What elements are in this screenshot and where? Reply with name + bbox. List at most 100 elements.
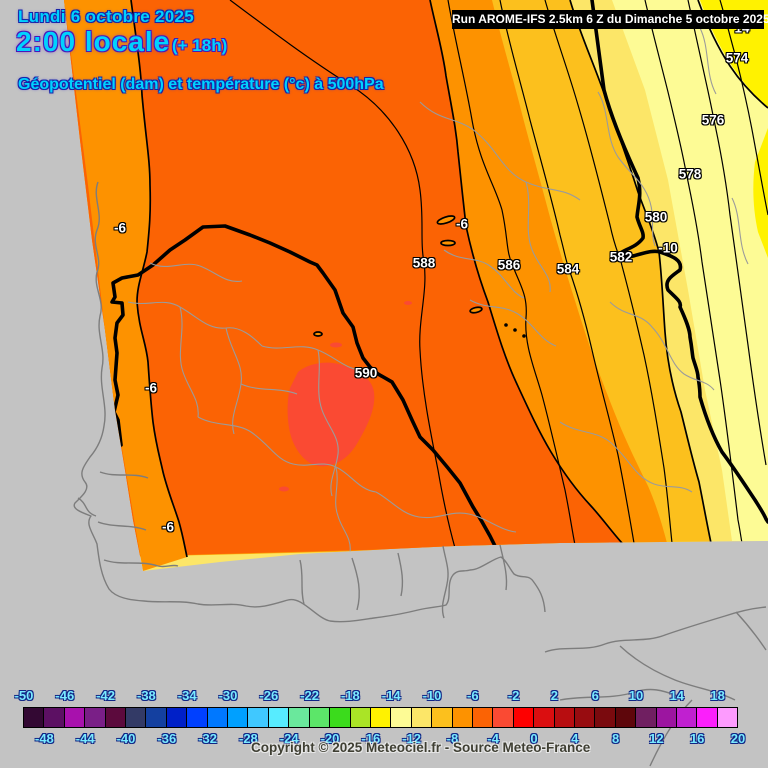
contour-590 bbox=[110, 224, 498, 550]
scale-tick-label: -36 bbox=[157, 731, 177, 746]
scale-cell bbox=[716, 707, 739, 728]
contour-580 bbox=[590, 0, 768, 524]
parameter-title: Géopotentiel (dam) et température (°c) à… bbox=[18, 76, 384, 93]
scale-tick-label: 2 bbox=[550, 688, 559, 703]
scale-cell bbox=[573, 707, 596, 728]
model-run-info: Run AROME-IFS 2.5km 6 Z du Dimanche 5 oc… bbox=[452, 10, 768, 29]
band-pale-yellow bbox=[612, 0, 768, 541]
band-bright-yellow-sliver bbox=[753, 128, 768, 258]
scale-cell bbox=[165, 707, 188, 728]
scale-tick-label: -22 bbox=[300, 688, 319, 703]
scale-tick-label: 14 bbox=[669, 688, 685, 703]
scale-cell bbox=[655, 707, 677, 728]
scale-tick-label: 6 bbox=[591, 688, 599, 703]
copyright-text: Copyright © 2025 Meteociel.fr - Source M… bbox=[251, 740, 591, 755]
scale-cell bbox=[206, 707, 229, 728]
band-coastal-orange bbox=[64, 0, 187, 571]
scale-tick-label: 10 bbox=[628, 688, 644, 703]
contour-574 bbox=[719, 0, 768, 216]
province-line-grey bbox=[499, 544, 508, 591]
scale-tick-label: 16 bbox=[689, 731, 705, 746]
scale-tick-label: -46 bbox=[55, 688, 75, 703]
scale-cell bbox=[145, 707, 167, 728]
scale-tick-label: -30 bbox=[218, 688, 238, 703]
geopotential-contours-thick bbox=[110, 0, 768, 550]
iberia-coastline bbox=[73, 181, 546, 623]
contour-value-label: 582 bbox=[609, 249, 633, 265]
contour-value-label: 580 bbox=[644, 209, 668, 225]
scale-cell bbox=[492, 707, 514, 728]
contour-588 bbox=[229, 0, 456, 549]
province-line-grey bbox=[397, 552, 404, 597]
scale-tick-label: -8 bbox=[446, 731, 459, 746]
scale-cell bbox=[410, 707, 433, 728]
scale-tick-label: -18 bbox=[340, 688, 360, 703]
temperature-field bbox=[64, 0, 768, 571]
contour-value-label: -6 bbox=[144, 380, 158, 396]
scale-cell bbox=[390, 707, 412, 728]
contour-value-label: 578 bbox=[678, 166, 702, 182]
scale-cell bbox=[43, 707, 65, 728]
scale-tick-label: -20 bbox=[320, 731, 340, 746]
geopotential-contours-thin bbox=[229, 0, 768, 549]
scale-cell bbox=[553, 707, 575, 728]
scale-tick-label: -12 bbox=[402, 731, 421, 746]
scale-tick-label: 12 bbox=[649, 731, 664, 746]
band-salmon-patch bbox=[287, 362, 375, 467]
scale-tick-label: -42 bbox=[96, 688, 115, 703]
contour-value-label: 588 bbox=[412, 255, 436, 271]
contour-value-label: 576 bbox=[701, 112, 725, 128]
africa-inland-line bbox=[559, 688, 679, 701]
scale-cell bbox=[104, 707, 127, 728]
scale-tick-label: -44 bbox=[75, 731, 95, 746]
contour-value-label: 590 bbox=[354, 365, 378, 381]
portugal-district-line bbox=[97, 521, 147, 531]
scale-tick-label: -4 bbox=[487, 731, 499, 746]
date-label: Lundi 6 octobre 2025 bbox=[18, 7, 195, 26]
scale-cell bbox=[247, 707, 269, 728]
contour-582 bbox=[544, 0, 673, 544]
scale-cell bbox=[676, 707, 698, 728]
contour-576 bbox=[687, 0, 767, 466]
scale-cell bbox=[635, 707, 657, 728]
scale-cell bbox=[288, 707, 310, 728]
scale-tick-label: -32 bbox=[198, 731, 217, 746]
isotherm-minus6-coastal bbox=[130, 0, 188, 558]
africa-inland-line bbox=[649, 699, 693, 767]
local-time-label: 2:00 locale bbox=[16, 26, 171, 57]
scale-cell bbox=[471, 707, 494, 728]
scale-cell bbox=[512, 707, 535, 728]
scale-tick-label: -14 bbox=[381, 688, 401, 703]
scale-tick-label: 20 bbox=[730, 731, 746, 746]
scale-cell bbox=[533, 707, 555, 728]
contour-586 bbox=[447, 0, 576, 546]
isotherm-pocket bbox=[436, 215, 456, 225]
province-borders bbox=[127, 27, 749, 553]
scale-cell bbox=[369, 707, 392, 728]
scale-tick-label: -50 bbox=[14, 688, 34, 703]
contour-value-label: 574 bbox=[725, 50, 749, 66]
scale-cell bbox=[329, 707, 351, 728]
temperature-color-scale bbox=[23, 707, 739, 728]
contour-578 bbox=[644, 0, 743, 544]
africa-inland-line bbox=[735, 611, 767, 651]
scale-cell bbox=[308, 707, 331, 728]
scale-cell bbox=[451, 707, 473, 728]
portugal-district-line bbox=[77, 497, 97, 517]
scale-tick-label: -10 bbox=[422, 688, 442, 703]
salmon-speck bbox=[279, 486, 289, 492]
scale-tick-label: -34 bbox=[177, 688, 197, 703]
scale-cell bbox=[186, 707, 208, 728]
scale-tick-label: -28 bbox=[238, 731, 258, 746]
scale-cell bbox=[431, 707, 453, 728]
contour-value-label: -6 bbox=[161, 519, 175, 535]
contour-value-label: 586 bbox=[497, 257, 521, 273]
africa-coastline bbox=[544, 606, 767, 653]
scale-tick-label: 4 bbox=[571, 731, 579, 746]
forecast-offset-label: (+ 18h) bbox=[172, 36, 228, 55]
scale-cell bbox=[267, 707, 290, 728]
coastlines bbox=[73, 181, 767, 767]
small-contour-marks bbox=[504, 323, 526, 338]
